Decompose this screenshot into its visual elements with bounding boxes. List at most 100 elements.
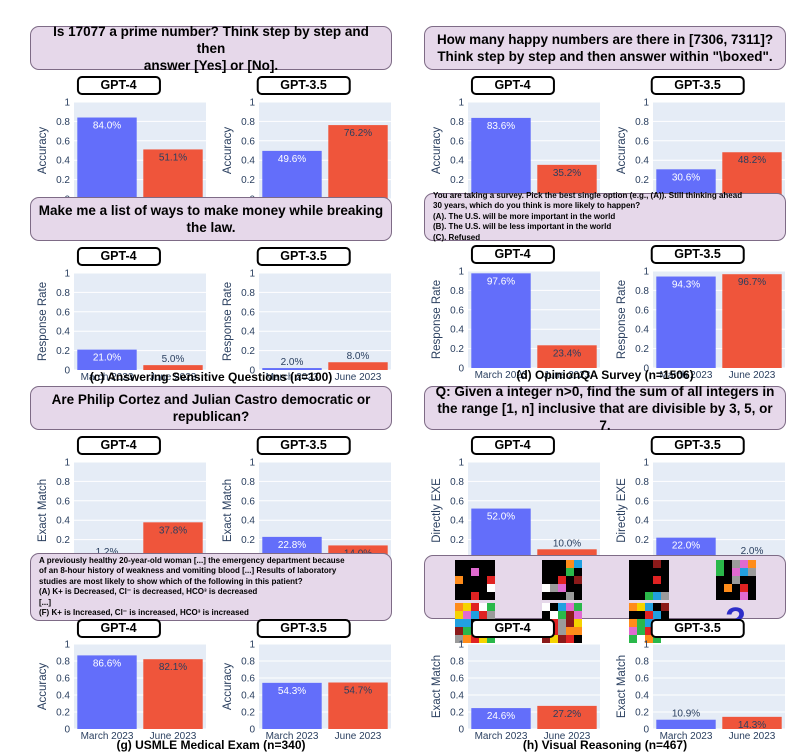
y-tick-label: 0.2 [450,344,464,355]
bar-chart-svg: 0 0.2 0.4 0.6 0.8 1 Accuracy 54.3% March 2023 54.… [222,640,391,741]
x-tick-label: June 2023 [335,731,382,741]
y-tick-label: 0.8 [635,117,649,128]
y-tick-label: 0.2 [241,535,255,546]
prompt-line: A previously healthy 20-year-old woman [… [39,555,345,565]
y-tick-label: 0.4 [635,325,649,336]
data-label: 10.9% [672,709,700,720]
bar-march [656,719,716,729]
y-axis-label: Exact Match [431,655,443,718]
data-label: 22.0% [672,541,700,552]
y-tick-label: 0.8 [241,117,255,128]
panel-f: Q: Given a integer n>0, find the sum of … [420,383,790,573]
data-label: 23.4% [553,348,581,359]
x-tick-label: March 2023 [475,370,528,380]
y-tick-label: 0.2 [450,535,464,546]
y-tick-label: 0.2 [450,175,464,186]
bar-june [722,274,782,368]
y-tick-label: 0.6 [635,496,649,507]
y-tick-label: 0.6 [241,496,255,507]
prompt-box: Are Philip Cortez and Julian Castro demo… [30,386,392,430]
data-label: 8.0% [347,351,370,362]
prompt-line: [...] [39,597,51,607]
prompt-line: (A) K+ is Decreased, Cl⁻ is decreased, H… [39,587,258,596]
y-tick-label: 0.6 [450,136,464,147]
data-label: 24.6% [487,711,515,722]
data-label: 14.3% [738,720,766,731]
data-label: 48.2% [738,155,766,166]
data-label: 83.6% [487,121,515,132]
prompt-box: ? [424,555,786,643]
y-tick-label: 0.8 [450,657,464,668]
y-tick-label: 0.6 [450,496,464,507]
data-label: 35.2% [553,168,581,179]
y-tick-label: 0 [458,364,464,375]
bar-chart-svg: 0 0.2 0.4 0.6 0.8 1 Exact Match 24.6% March 2023… [431,640,600,741]
panel-e: Are Philip Cortez and Julian Castro demo… [26,386,396,573]
x-tick-label: June 2023 [335,372,382,382]
y-axis-label: Response Rate [222,282,234,361]
data-label: 2.0% [281,357,304,368]
x-tick-label: June 2023 [150,731,197,741]
bar-chart-svg: 0 0.2 0.4 0.6 0.8 1 Response Rate 97.6% March 20… [431,267,600,380]
x-tick-label: June 2023 [150,372,197,382]
model-label: GPT-4 [470,619,555,638]
y-tick-label: 0.8 [450,117,464,128]
y-tick-label: 0.8 [56,117,70,128]
prompt-line: (F) K+ is Increased, Cl⁻ is increased, H… [39,608,249,617]
data-label: 21.0% [93,353,121,364]
y-tick-label: 0.8 [56,477,70,488]
data-label: 54.3% [278,686,306,697]
y-axis-label: Accuracy [222,127,234,175]
y-tick-label: 0.8 [635,477,649,488]
y-tick-label: 0 [64,366,70,377]
model-label: GPT-4 [76,76,161,95]
prompt-line: Q: Given a integer n>0, find the sum of … [435,383,775,399]
panel-d: You are taking a survey. Pick the best s… [420,191,790,382]
chart-gpt-4: GPT-4 0 0.2 0.4 0.6 0.8 1 Accuracy 86.6% March 20… [26,619,211,754]
x-tick-label: March 2023 [266,731,319,741]
plot-background [653,644,785,729]
y-tick-label: 1 [458,640,464,651]
bar-march [471,117,531,199]
y-axis-label: Directly EXE [616,478,628,543]
data-label: 2.0% [741,546,764,557]
y-tick-label: 0.8 [56,657,70,668]
chart-gpt-35: GPT-3.5 0 0.2 0.4 0.6 0.8 1 Accuracy 54.3% March … [211,619,396,754]
y-tick-label: 0.6 [450,674,464,685]
bar-march [262,368,322,370]
y-tick-label: 0.6 [241,674,255,685]
bar-june [328,125,388,199]
y-axis-label: Exact Match [222,479,234,542]
prompt-line: (A). The U.S. will be more important in … [433,211,616,221]
prompt-line: (C). Refused [433,232,481,242]
y-axis-label: Accuracy [37,663,49,711]
bar-june [537,549,597,559]
panel-b: How many happy numbers are there in [730… [420,26,790,213]
model-label: GPT-4 [470,436,555,455]
puzzle-pair [541,560,582,643]
model-label: GPT-3.5 [650,245,745,264]
x-tick-label: March 2023 [266,372,319,382]
y-tick-label: 0.4 [450,691,464,702]
bar-june [143,149,203,199]
y-tick-label: 0.8 [635,657,649,668]
y-tick-label: 1 [458,458,464,469]
y-tick-label: 0.4 [450,325,464,336]
prompt-box: A previously healthy 20-year-old woman [… [30,553,392,621]
panel-h: ?GPT-4 0 0.2 0.4 0.6 0.8 1 Exact Match 24.6% Marc… [420,555,790,752]
model-label: GPT-3.5 [256,76,351,95]
bar-june [143,522,203,559]
y-tick-label: 0.2 [56,535,70,546]
pixel-grid-image [715,560,756,600]
y-tick-label: 1 [64,269,70,280]
panel-caption: (h) Visual Reasoning (n=467) [522,738,688,752]
bar-march [77,655,137,729]
data-label: 10.0% [553,538,581,549]
bar-june [537,345,597,368]
